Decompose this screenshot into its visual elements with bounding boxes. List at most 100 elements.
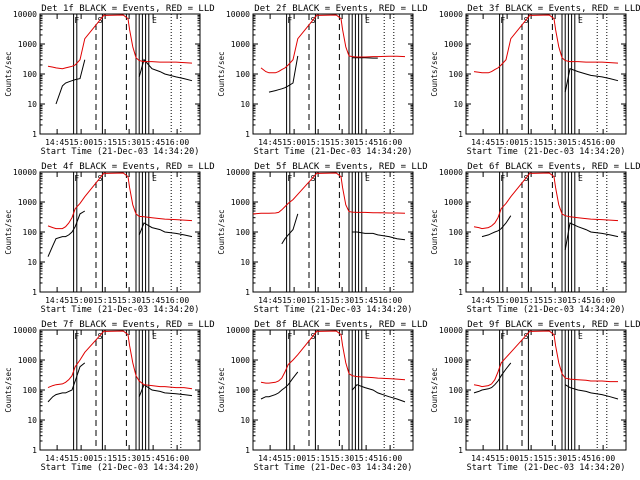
x-tick-label: 15:00	[282, 454, 306, 463]
plot-title: Det 4f BLACK = Events, RED = LLD	[41, 162, 214, 172]
series-events-line	[260, 371, 299, 400]
y-tick-label: 100	[449, 228, 464, 237]
y-tick-label: 10000	[226, 168, 250, 177]
y-tick-label: 10000	[13, 326, 37, 335]
x-tick-label: 15:30	[543, 296, 567, 305]
x-tick-label: 14:45	[45, 296, 69, 305]
y-tick-label: 1	[245, 288, 250, 297]
x-tick-label: 15:15	[519, 296, 543, 305]
y-axis-label: Counts/sec	[430, 51, 439, 96]
plot-title: Det 2f BLACK = Events, RED = LLD	[254, 4, 427, 14]
x-tick-label: 15:15	[93, 138, 117, 147]
x-tick-label: 16:00	[165, 296, 189, 305]
y-axis-label: Counts/sec	[217, 209, 226, 254]
x-axis-label: Start Time (21-Dec-03 14:34:20)	[41, 147, 200, 157]
y-tick-label: 1000	[444, 356, 463, 365]
x-tick-label: 15:00	[69, 454, 93, 463]
plot-title: Det 9f BLACK = Events, RED = LLD	[467, 320, 640, 330]
y-tick-label: 10	[453, 416, 463, 425]
y-tick-label: 1000	[444, 40, 463, 49]
y-tick-label: 100	[449, 70, 464, 79]
series-lld-line	[47, 14, 193, 70]
x-tick-label: 14:45	[471, 454, 495, 463]
x-tick-label: 16:00	[378, 454, 402, 463]
x-tick-label: 15:30	[330, 296, 354, 305]
y-tick-label: 10000	[439, 168, 463, 177]
plot-title: Det 5f BLACK = Events, RED = LLD	[254, 162, 427, 172]
x-tick-label: 15:45	[354, 138, 378, 147]
y-tick-label: 10	[240, 416, 250, 425]
x-tick-label: 15:30	[543, 138, 567, 147]
y-tick-label: 100	[23, 386, 38, 395]
series-events-line	[564, 384, 619, 400]
series-events-line	[351, 384, 406, 403]
series-lld-line	[260, 14, 406, 74]
x-tick-label: 15:15	[519, 454, 543, 463]
plot-frame	[39, 171, 201, 293]
flag-marker: E	[578, 174, 583, 183]
x-tick-label: 15:00	[495, 454, 519, 463]
y-tick-label: 10	[27, 100, 37, 109]
x-tick-label: 15:45	[354, 454, 378, 463]
y-tick-label: 10	[453, 258, 463, 267]
plot-frame	[39, 329, 201, 451]
x-tick-label: 15:45	[141, 296, 165, 305]
y-tick-label: 1	[32, 130, 37, 139]
plot-title: Det 3f BLACK = Events, RED = LLD	[467, 4, 640, 14]
x-tick-label: 16:00	[591, 296, 615, 305]
x-tick-label: 15:15	[93, 296, 117, 305]
y-tick-label: 100	[449, 386, 464, 395]
x-tick-label: 16:00	[378, 138, 402, 147]
y-tick-label: 10	[453, 100, 463, 109]
plot-frame	[252, 329, 414, 451]
plot-panel-det-5: Det 5f BLACK = Events, RED = LLD 1 10 100 10…	[217, 162, 428, 315]
y-tick-label: 1	[245, 446, 250, 455]
x-tick-label: 15:15	[306, 296, 330, 305]
x-tick-label: 16:00	[165, 454, 189, 463]
series-events-line	[47, 210, 86, 257]
plot-title: Det 1f BLACK = Events, RED = LLD	[41, 4, 214, 14]
y-tick-label: 100	[236, 386, 251, 395]
plot-frame	[465, 329, 627, 451]
y-axis-label: Counts/sec	[217, 367, 226, 412]
x-tick-label: 15:30	[117, 138, 141, 147]
x-tick-label: 15:45	[567, 138, 591, 147]
y-axis-label: Counts/sec	[4, 209, 13, 254]
y-tick-label: 10000	[439, 326, 463, 335]
y-tick-label: 10000	[13, 168, 37, 177]
flag-marker: E	[578, 16, 583, 25]
y-tick-label: 100	[23, 70, 38, 79]
x-tick-label: 15:45	[141, 138, 165, 147]
flag-marker: F	[500, 332, 505, 341]
x-tick-label: 15:30	[330, 138, 354, 147]
y-tick-label: 10000	[226, 10, 250, 19]
y-tick-label: 1	[245, 130, 250, 139]
x-tick-label: 14:45	[258, 296, 282, 305]
x-tick-label: 15:30	[543, 454, 567, 463]
flag-marker: F	[74, 174, 79, 183]
x-axis-label: Start Time (21-Dec-03 14:34:20)	[254, 147, 413, 157]
x-tick-label: 15:30	[330, 454, 354, 463]
x-tick-label: 14:45	[471, 138, 495, 147]
flag-marker: E	[365, 332, 370, 341]
plot-frame	[465, 171, 627, 293]
x-tick-label: 16:00	[378, 296, 402, 305]
plot-panel-det-4: Det 4f BLACK = Events, RED = LLD 1 10 100 10…	[4, 162, 215, 315]
y-axis-label: Counts/sec	[217, 51, 226, 96]
y-tick-label: 1	[458, 130, 463, 139]
x-axis-label: Start Time (21-Dec-03 14:34:20)	[467, 147, 626, 157]
x-tick-label: 15:30	[117, 296, 141, 305]
plot-panel-det-6: Det 6f BLACK = Events, RED = LLD 1 10 100 10…	[430, 162, 640, 315]
x-tick-label: 14:45	[45, 454, 69, 463]
x-tick-label: 15:15	[519, 138, 543, 147]
y-axis-label: Counts/sec	[4, 51, 13, 96]
plot-panel-det-8: Det 8f BLACK = Events, RED = LLD 1 10 100 10…	[217, 320, 428, 473]
x-tick-label: 14:45	[258, 454, 282, 463]
x-tick-label: 15:00	[69, 296, 93, 305]
x-tick-label: 14:45	[258, 138, 282, 147]
plot-title: Det 7f BLACK = Events, RED = LLD	[41, 320, 214, 330]
x-tick-label: 16:00	[591, 138, 615, 147]
plot-title: Det 6f BLACK = Events, RED = LLD	[467, 162, 640, 172]
series-lld-line	[473, 330, 618, 388]
flag-marker: F	[287, 174, 292, 183]
